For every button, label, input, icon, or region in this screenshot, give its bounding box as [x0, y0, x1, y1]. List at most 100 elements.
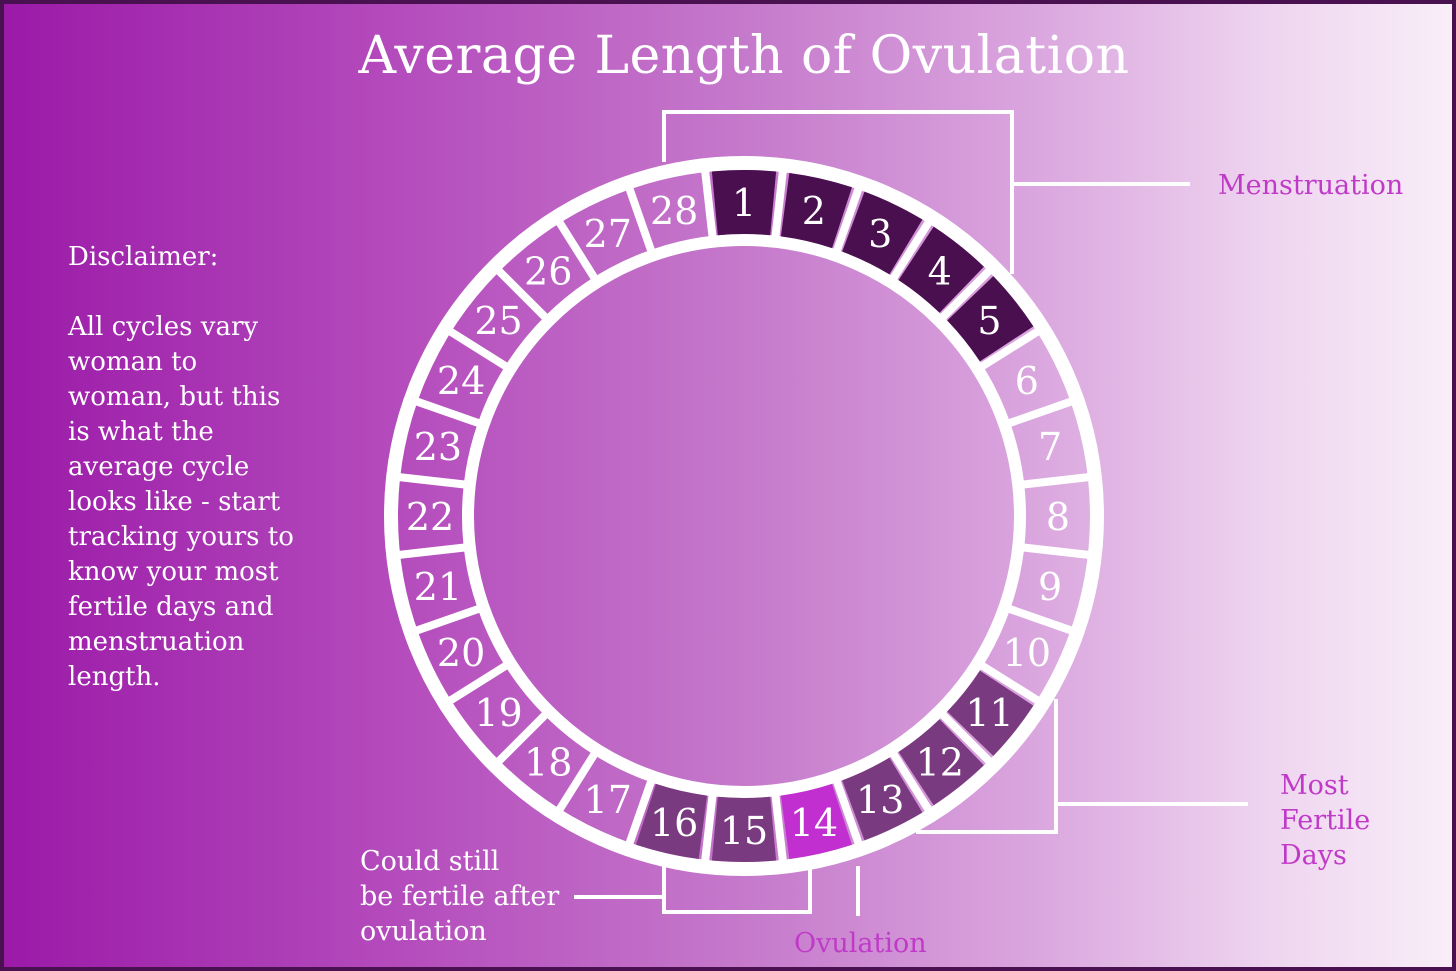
ring-divider [625, 778, 656, 846]
day-label-2: 2 [802, 189, 826, 233]
ring-inner-band [462, 234, 1026, 798]
fertile-bracket [916, 699, 1058, 834]
ovulation-label: Ovulation [794, 928, 927, 959]
ring-divider [625, 186, 656, 254]
ring-divider [939, 267, 993, 321]
day-segment-5 [947, 276, 1034, 362]
day-label-17: 17 [584, 778, 632, 822]
day-label-5: 5 [977, 299, 1001, 343]
ring-divider [889, 750, 933, 813]
disclaimer-line: looks like - start [68, 487, 281, 517]
ring-divider [1021, 473, 1091, 489]
day-segment-3 [842, 191, 923, 275]
day-label-21: 21 [414, 565, 462, 609]
ring-divider [1021, 543, 1091, 559]
day-label-28: 28 [650, 189, 698, 233]
ring-divider [397, 473, 467, 489]
day-label-3: 3 [868, 212, 892, 256]
day-segment-16 [636, 783, 708, 860]
disclaimer-line: length. [68, 662, 161, 692]
cycle-wheel: 1 234567891011121314151617181920212223242… [384, 110, 1248, 916]
day-label-13: 13 [856, 778, 904, 822]
disclaimer-line: know your most [68, 557, 279, 587]
ring-divider [555, 750, 599, 813]
ring-divider [397, 543, 467, 559]
ring-divider [1006, 604, 1074, 635]
menstruation-label: Menstruation [1218, 170, 1404, 201]
post-ovulation-label: Could still be fertile after ovulation [360, 844, 559, 949]
ring-divider [701, 793, 717, 863]
ring-divider [701, 169, 717, 239]
day-label-20: 20 [437, 631, 485, 675]
ring-divider [978, 327, 1041, 371]
ring-divider [978, 661, 1041, 705]
ring-divider [832, 778, 863, 846]
ring-divider [832, 186, 863, 254]
day-label-7: 7 [1038, 425, 1062, 469]
day-label-16: 16 [650, 801, 698, 845]
ring-divider [495, 711, 549, 765]
day-label-14: 14 [790, 801, 838, 845]
day-segment-12 [898, 719, 984, 806]
day-label-1: 1 [732, 181, 756, 225]
day-label-8: 8 [1046, 495, 1070, 539]
disclaimer: Disclaimer: All cycles vary woman to wom… [68, 240, 318, 695]
disclaimer-line: menstruation [68, 627, 245, 657]
post-ovulation-label-line: ovulation [360, 916, 487, 947]
disclaimer-line: woman to [68, 347, 198, 377]
day-label-25: 25 [474, 299, 522, 343]
day-segment-11 [947, 670, 1034, 756]
day-label-24: 24 [437, 359, 485, 403]
day-segment-1 [711, 170, 777, 236]
disclaimer-line: average cycle [68, 452, 250, 482]
ring-divider [555, 219, 599, 282]
disclaimer-line: fertile days and [68, 592, 274, 622]
most-fertile-label: Most Fertile Days [1280, 768, 1370, 873]
page-title: Average Length of Ovulation [358, 26, 1130, 86]
day-segment-14 [780, 783, 852, 860]
day-label-26: 26 [524, 250, 572, 294]
day-label-12: 12 [916, 740, 964, 784]
day-segment-15 [711, 796, 777, 862]
most-fertile-label-line: Days [1280, 840, 1347, 871]
ring-divider [447, 327, 510, 371]
day-segment-2 [780, 172, 852, 249]
post-ovulation-bracket [662, 866, 812, 914]
disclaimer-heading: Disclaimer: [68, 242, 219, 272]
ring-divider [414, 397, 482, 428]
day-label-19: 19 [474, 691, 522, 735]
ring-divider [889, 219, 933, 282]
day-segment-13 [842, 757, 923, 841]
most-fertile-label-line: Fertile [1280, 805, 1371, 836]
ring-outer-band [384, 156, 1104, 876]
day-segments: 1 234567891011121314151617181920212223242… [406, 170, 1070, 862]
day-label-6: 6 [1015, 359, 1039, 403]
ring-frame [384, 156, 1104, 876]
post-ovulation-label-line: Could still [360, 846, 500, 877]
most-fertile-label-line: Most [1280, 770, 1349, 801]
ring-divider [495, 267, 549, 321]
post-ovulation-label-line: be fertile after [360, 881, 560, 912]
ring-divider [1006, 397, 1074, 428]
day-label-22: 22 [406, 495, 454, 539]
day-label-15: 15 [720, 809, 768, 853]
disclaimer-line: All cycles vary [68, 312, 259, 342]
ring-divider [939, 711, 993, 765]
ring-divider [414, 604, 482, 635]
day-label-18: 18 [524, 740, 572, 784]
day-label-11: 11 [965, 691, 1013, 735]
day-label-23: 23 [414, 425, 462, 469]
menstruation-bracket [662, 110, 1014, 274]
day-label-9: 9 [1038, 565, 1062, 609]
ring-divider [771, 793, 787, 863]
disclaimer-line: tracking yours to [68, 522, 294, 552]
day-label-10: 10 [1003, 631, 1051, 675]
day-segment-4 [898, 226, 984, 313]
ring-divider [771, 169, 787, 239]
disclaimer-body: All cycles vary woman to woman, but this… [68, 310, 318, 695]
disclaimer-line: woman, but this [68, 382, 281, 412]
day-label-27: 27 [584, 212, 632, 256]
disclaimer-line: is what the [68, 417, 214, 447]
day-label-4: 4 [928, 250, 952, 294]
